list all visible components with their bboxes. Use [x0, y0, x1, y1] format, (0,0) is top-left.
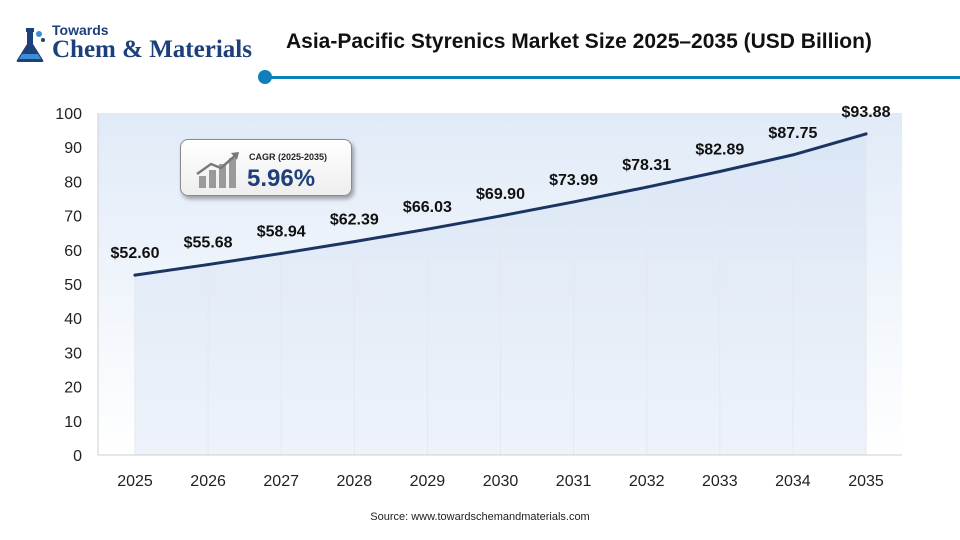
data-point-2032 — [645, 185, 649, 189]
source-note: Source: www.towardschemandmaterials.com — [370, 511, 590, 523]
y-tick-label-40: 40 — [64, 311, 82, 328]
data-label-2029: $66.03 — [403, 199, 452, 216]
data-label-2031: $73.99 — [549, 172, 598, 189]
x-tick-label-2032: 2032 — [629, 473, 665, 490]
data-label-2030: $69.90 — [476, 186, 525, 203]
brand-logo: Towards Chem & Materials — [14, 22, 254, 68]
data-point-2025 — [133, 273, 137, 277]
data-label-2026: $55.68 — [184, 235, 233, 252]
data-label-2035: $93.88 — [842, 104, 891, 121]
data-point-2029 — [425, 227, 429, 231]
data-label-2033: $82.89 — [695, 142, 744, 159]
y-tick-label-0: 0 — [73, 448, 82, 465]
y-tick-label-90: 90 — [64, 140, 82, 157]
x-tick-label-2027: 2027 — [263, 473, 299, 490]
flask-logo-icon — [16, 28, 45, 62]
x-tick-label-2030: 2030 — [483, 473, 519, 490]
data-point-2027 — [279, 251, 283, 255]
data-point-2035 — [864, 132, 868, 136]
y-tick-label-30: 30 — [64, 345, 82, 362]
x-tick-label-2028: 2028 — [337, 473, 373, 490]
y-tick-label-60: 60 — [64, 243, 82, 260]
data-point-2030 — [499, 214, 502, 218]
x-tick-label-2025: 2025 — [117, 473, 153, 490]
cagr-callout: CAGR (2025-2035) 5.96% — [180, 139, 352, 196]
data-point-2026 — [206, 263, 210, 267]
data-label-2025: $52.60 — [111, 245, 160, 262]
x-tick-label-2026: 2026 — [190, 473, 226, 490]
data-label-2032: $78.31 — [622, 157, 671, 174]
y-tick-label-80: 80 — [64, 174, 82, 191]
title-divider — [258, 70, 960, 84]
logo-top-text: Towards — [52, 22, 109, 38]
y-tick-label-20: 20 — [64, 380, 82, 397]
y-tick-label-50: 50 — [64, 277, 82, 294]
data-point-2031 — [572, 200, 576, 204]
x-tick-label-2034: 2034 — [775, 473, 811, 490]
chart-title: Asia-Pacific Styrenics Market Size 2025–… — [286, 30, 872, 53]
data-point-2034 — [791, 153, 795, 157]
x-tick-label-2029: 2029 — [410, 473, 446, 490]
title-divider-dot — [258, 70, 272, 84]
x-tick-label-2031: 2031 — [556, 473, 592, 490]
y-tick-label-70: 70 — [64, 209, 82, 226]
x-tick-label-2035: 2035 — [848, 473, 884, 490]
growth-chart-icon — [196, 152, 239, 188]
title-divider-line — [268, 76, 960, 79]
cagr-value: 5.96% — [247, 165, 316, 192]
cagr-label: CAGR (2025-2035) — [249, 152, 328, 162]
y-tick-label-10: 10 — [64, 414, 82, 431]
x-tick-label-2033: 2033 — [702, 473, 738, 490]
data-point-2028 — [352, 240, 356, 244]
data-label-2034: $87.75 — [768, 125, 817, 142]
y-tick-label-100: 100 — [55, 106, 82, 123]
data-point-2033 — [718, 170, 722, 174]
data-label-2028: $62.39 — [330, 212, 379, 229]
logo-main-text: Chem & Materials — [52, 36, 252, 63]
data-label-2027: $58.94 — [257, 223, 306, 240]
